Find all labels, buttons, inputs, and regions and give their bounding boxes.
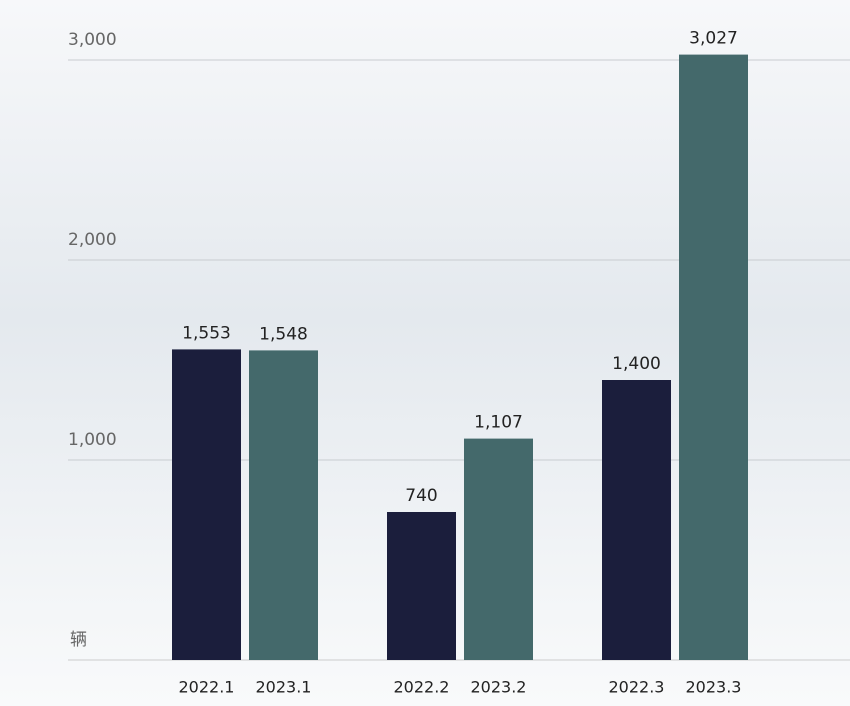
value-label: 3,027 <box>689 29 738 49</box>
bar <box>464 438 533 660</box>
value-label: 1,400 <box>612 354 661 374</box>
x-tick-label: 2023.2 <box>471 678 527 697</box>
x-tick-label: 2022.2 <box>394 678 450 697</box>
bar <box>679 54 748 661</box>
value-label: 1,553 <box>182 323 231 343</box>
bar <box>387 512 456 660</box>
bar <box>602 380 671 660</box>
x-tick-label: 2023.1 <box>256 678 312 697</box>
bar <box>172 349 241 660</box>
value-label: 1,548 <box>259 324 308 344</box>
x-tick-label: 2023.3 <box>686 678 742 697</box>
value-label: 740 <box>405 486 437 506</box>
unit-label: 辆 <box>70 630 87 650</box>
x-tick-label: 2022.3 <box>609 678 665 697</box>
y-tick-label: 3,000 <box>68 30 117 50</box>
value-label: 1,107 <box>474 413 523 433</box>
x-tick-label: 2022.1 <box>179 678 235 697</box>
bar <box>249 350 318 660</box>
y-tick-label: 1,000 <box>68 430 117 450</box>
y-tick-label: 2,000 <box>68 230 117 250</box>
